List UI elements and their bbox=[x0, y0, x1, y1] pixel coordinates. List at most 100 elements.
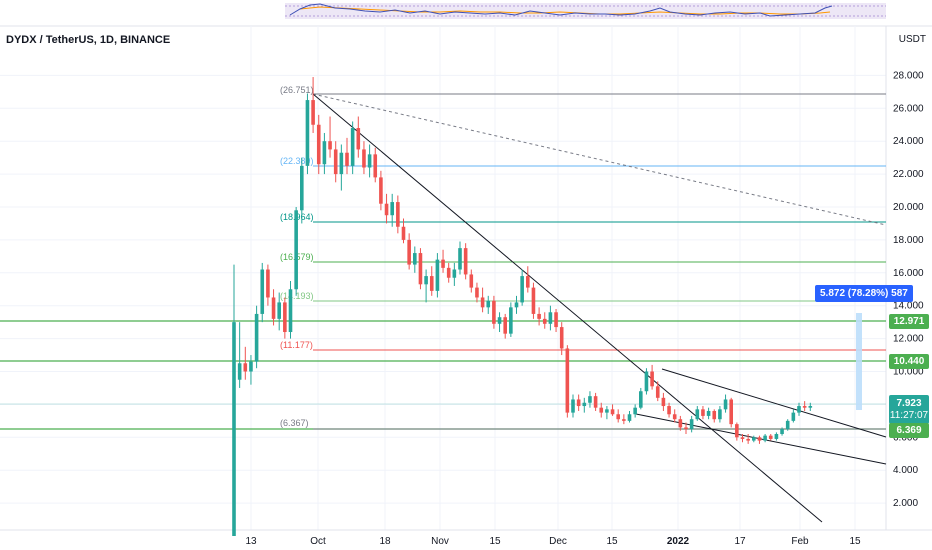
price-tag-6369: 6.369 bbox=[889, 423, 929, 438]
last-price-value: 7.923 bbox=[896, 398, 922, 409]
candle-body bbox=[373, 154, 378, 178]
candle-body bbox=[452, 269, 457, 278]
candle-body bbox=[526, 276, 530, 288]
candle-body bbox=[384, 203, 389, 216]
candle-body bbox=[537, 313, 541, 319]
candle-body bbox=[424, 276, 428, 285]
candle-body bbox=[627, 414, 632, 421]
candle-body bbox=[582, 402, 587, 407]
x-tick-label: Dec bbox=[549, 536, 567, 547]
candle-body bbox=[429, 276, 434, 291]
fib-label-14193: (14.193) bbox=[280, 291, 314, 301]
candle-body bbox=[520, 276, 524, 303]
candle-body bbox=[328, 141, 332, 150]
candle-body bbox=[350, 128, 355, 166]
candle-body bbox=[503, 317, 507, 334]
measure-label: 5.872 (78.28%) 587 bbox=[815, 285, 913, 302]
candle-body bbox=[729, 399, 733, 425]
candle-body bbox=[785, 420, 790, 430]
candle-body bbox=[808, 406, 813, 408]
candle-body bbox=[655, 386, 660, 398]
candle-body bbox=[232, 322, 236, 536]
candle-body bbox=[243, 363, 248, 372]
candle-body bbox=[441, 259, 445, 268]
candle-body bbox=[271, 297, 276, 319]
candle-body bbox=[514, 302, 519, 308]
candle-body bbox=[266, 269, 270, 298]
candle-body bbox=[492, 300, 496, 324]
candle-body bbox=[333, 149, 338, 175]
x-tick-label: Nov bbox=[431, 536, 449, 547]
y-tick-label: 22.000 bbox=[893, 169, 924, 180]
downtrend-line[interactable] bbox=[312, 93, 823, 523]
candle-body bbox=[542, 318, 547, 324]
candle-body bbox=[565, 348, 570, 413]
candle-body bbox=[593, 396, 598, 408]
candle-body bbox=[322, 141, 327, 165]
candle-body bbox=[497, 317, 502, 324]
candle-body bbox=[463, 248, 468, 275]
y-tick-label: 24.000 bbox=[893, 136, 924, 147]
x-tick-label: 15 bbox=[606, 536, 618, 547]
candle-body bbox=[407, 239, 411, 265]
candle-body bbox=[294, 210, 298, 290]
candle-body bbox=[356, 128, 361, 150]
candle-body bbox=[396, 202, 400, 227]
candle-body bbox=[288, 289, 293, 333]
candle-body bbox=[684, 427, 688, 430]
candle-body bbox=[300, 165, 304, 211]
y-tick-label: 16.000 bbox=[893, 268, 924, 279]
y-tick-label: 14.000 bbox=[893, 301, 924, 312]
candle-body bbox=[706, 410, 711, 416]
y-tick-label: 12.000 bbox=[893, 334, 924, 345]
candle-body bbox=[701, 409, 705, 416]
candle-body bbox=[644, 371, 649, 392]
candle-body bbox=[639, 391, 643, 408]
candle-body bbox=[283, 302, 287, 333]
oscillator-panel bbox=[285, 3, 886, 19]
candle-body bbox=[305, 100, 310, 166]
candle-body bbox=[661, 397, 666, 407]
dashed-trendline[interactable] bbox=[312, 93, 887, 226]
price-tag-12971: 12.971 bbox=[889, 314, 929, 329]
candle-body bbox=[678, 419, 683, 428]
candle-body bbox=[752, 437, 756, 441]
price-range-measure[interactable] bbox=[856, 313, 862, 410]
candle-body bbox=[509, 307, 513, 334]
y-tick-label: 20.000 bbox=[893, 202, 924, 213]
last-price-tag: 7.923 11:27:07 bbox=[889, 395, 929, 424]
channel-upper-line[interactable] bbox=[661, 368, 887, 438]
candle-body bbox=[746, 438, 750, 441]
candle-body bbox=[260, 269, 265, 314]
symbol-title[interactable]: DYDX / TetherUS, 1D, BINANCE bbox=[6, 34, 171, 46]
candles bbox=[232, 77, 813, 536]
fib-label-6367: (6.367) bbox=[280, 418, 309, 428]
currency-label: USDT bbox=[898, 34, 926, 45]
candle-body bbox=[418, 253, 423, 285]
candle-body bbox=[548, 312, 553, 324]
candle-body bbox=[791, 412, 796, 421]
candle-body bbox=[480, 297, 485, 308]
candle-body bbox=[469, 274, 474, 288]
x-tick-label: 2022 bbox=[667, 536, 690, 547]
candle-body bbox=[379, 177, 383, 204]
x-axis-ticks: 13 Oct 18 Nov 15 Dec 15 2022 17 Feb 15 bbox=[245, 536, 861, 547]
candle-body bbox=[757, 437, 762, 441]
candle-body bbox=[622, 419, 626, 421]
candle-body bbox=[413, 253, 417, 265]
candle-body bbox=[763, 435, 767, 441]
y-tick-label: 28.000 bbox=[893, 70, 924, 81]
price-tag-10440: 10.440 bbox=[889, 354, 929, 369]
candle-body bbox=[401, 226, 406, 240]
x-tick-label: Feb bbox=[791, 536, 809, 547]
y-tick-label: 2.000 bbox=[893, 498, 918, 509]
candle-body bbox=[712, 410, 717, 420]
candle-body bbox=[249, 361, 253, 372]
x-tick-label: 15 bbox=[849, 536, 861, 547]
candle-body bbox=[254, 313, 259, 362]
candle-body bbox=[339, 152, 344, 175]
candle-body bbox=[362, 149, 366, 168]
candle-body bbox=[616, 414, 620, 420]
candle-body bbox=[689, 419, 694, 430]
